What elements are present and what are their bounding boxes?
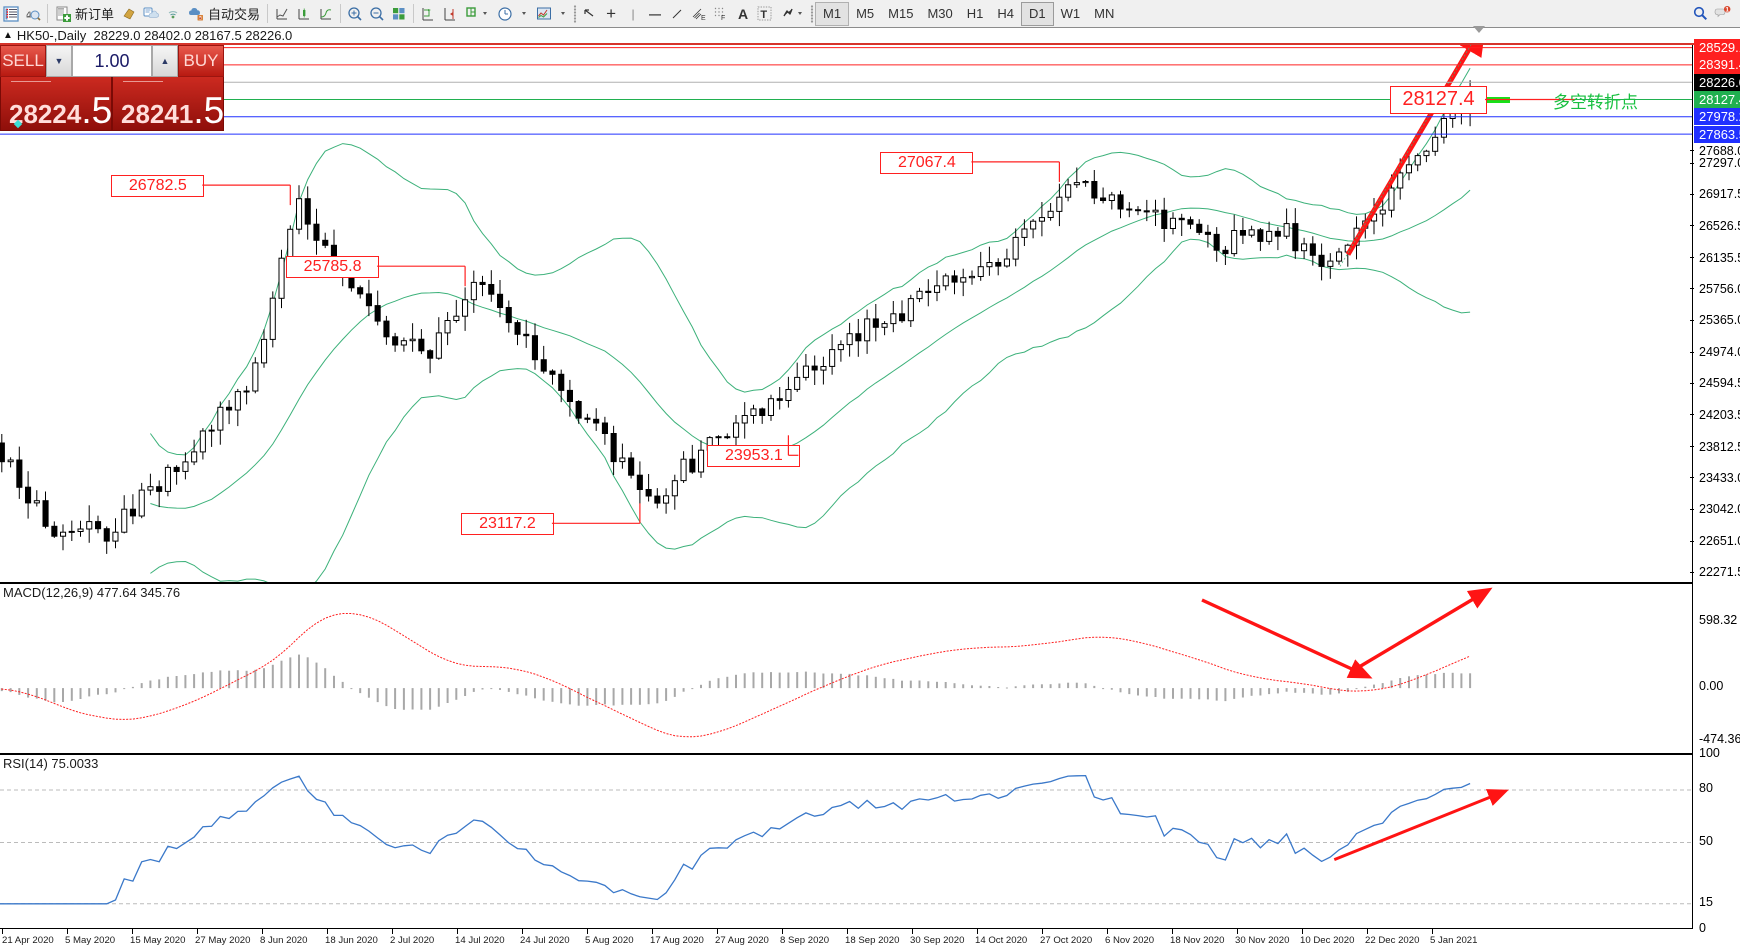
svg-text:F: F bbox=[721, 15, 725, 22]
svg-text:1: 1 bbox=[1725, 6, 1729, 13]
svg-text:E: E bbox=[701, 15, 706, 22]
svg-text:T: T bbox=[760, 9, 767, 21]
